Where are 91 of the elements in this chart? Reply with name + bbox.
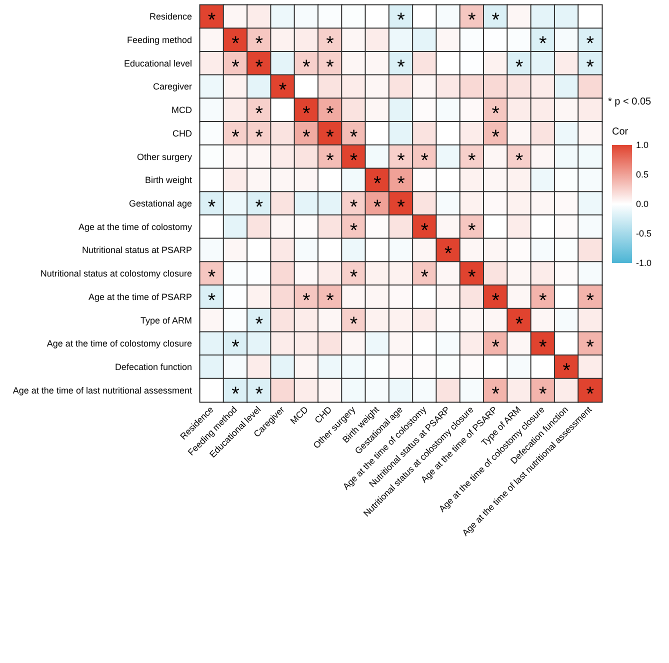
data-label: * — [538, 383, 547, 406]
data-label: * — [232, 56, 240, 78]
color-bar-label: -0.5 — [636, 228, 652, 238]
data-label: * — [255, 313, 264, 336]
data-label: * — [492, 10, 500, 32]
data-label: * — [232, 383, 240, 406]
data-label: * — [468, 266, 476, 289]
data-label: * — [586, 56, 594, 78]
data-label: * — [492, 126, 500, 148]
data-label: * — [492, 383, 500, 406]
data-label: * — [326, 56, 334, 78]
color-bar-label: 0.0 — [636, 199, 649, 209]
data-label: * — [350, 220, 358, 242]
data-label: * — [208, 266, 216, 289]
data-label: * — [232, 33, 240, 56]
data-label: * — [468, 220, 476, 242]
data-label: * — [420, 266, 429, 289]
data-label: * — [326, 33, 334, 56]
y-tick-label: Age at the time of colostomy — [78, 222, 192, 232]
data-label: * — [373, 173, 382, 196]
data-label: * — [326, 126, 334, 148]
y-tick-label: Gestational age — [128, 198, 192, 208]
data-label: * — [255, 126, 264, 148]
color-bar-label: 1.0 — [636, 140, 649, 150]
data-label: * — [468, 150, 476, 172]
data-label: * — [468, 10, 476, 32]
y-tick-label: Birth weight — [144, 175, 192, 186]
data-label: * — [397, 56, 406, 78]
data-label: * — [208, 196, 216, 218]
y-tick-label: MCD — [172, 105, 192, 116]
y-tick-label: Defecation function — [114, 362, 192, 372]
data-label: * — [326, 103, 334, 126]
y-tick-label: Feeding method — [126, 35, 192, 46]
data-label: * — [538, 336, 547, 359]
color-bar-label: 0.5 — [636, 170, 649, 180]
y-tick-label: Age at the time of last nutritional assessment — [12, 385, 192, 396]
data-label: * — [302, 126, 311, 148]
data-label: * — [538, 33, 547, 56]
data-label: * — [350, 313, 358, 336]
data-label: * — [255, 56, 264, 78]
data-label: * — [538, 290, 547, 312]
color-bar-title: Cor — [612, 126, 629, 138]
data-label: * — [562, 360, 571, 382]
data-label: * — [586, 33, 594, 56]
data-label: * — [515, 150, 524, 172]
data-label: * — [373, 196, 382, 218]
data-label: * — [326, 290, 334, 312]
data-label: * — [255, 33, 264, 56]
data-label: * — [350, 126, 358, 148]
y-tick-label: CHD — [172, 128, 192, 138]
data-label: * — [326, 150, 334, 172]
data-label: * — [255, 383, 264, 406]
data-label: * — [586, 383, 594, 406]
data-label: * — [397, 10, 406, 32]
y-tick-label: Age at the time of PSARP — [88, 292, 192, 302]
y-tick-label: Nutritional status at PSARP — [82, 245, 192, 256]
y-tick-label: Educational level — [124, 58, 192, 68]
data-label: * — [420, 220, 429, 242]
data-label: * — [232, 126, 240, 148]
y-tick-label: Residence — [149, 12, 192, 22]
data-label: * — [255, 103, 264, 126]
y-tick-label: Age at the time of colostomy closure — [46, 338, 192, 349]
y-tick-label: Type of ARM — [140, 315, 192, 326]
data-label: * — [492, 336, 500, 359]
data-label: * — [492, 290, 500, 312]
data-label: * — [397, 173, 406, 196]
data-label: * — [586, 290, 594, 312]
data-label: * — [586, 336, 594, 359]
data-label: * — [302, 103, 311, 126]
data-label: * — [397, 196, 406, 218]
data-label: * — [350, 266, 358, 289]
data-label: * — [302, 56, 311, 78]
data-label: * — [278, 80, 287, 102]
color-bar-label: -1.0 — [636, 258, 652, 268]
data-label: * — [302, 290, 311, 312]
data-label: * — [515, 56, 524, 78]
data-label: * — [492, 103, 500, 126]
y-tick-label: Nutritional status at colostomy closure — [40, 268, 192, 279]
data-label: * — [397, 150, 406, 172]
text: * p < 0.05 — [608, 96, 652, 108]
data-label: * — [208, 10, 216, 32]
data-label: * — [444, 243, 452, 266]
data-label: * — [208, 290, 216, 312]
data-label: * — [350, 196, 358, 218]
data-label: * — [255, 196, 264, 218]
data-label: * — [515, 313, 524, 336]
data-label: * — [420, 150, 429, 172]
y-tick-label: Caregiver — [152, 82, 192, 92]
data-label: * — [232, 336, 240, 359]
data-label: * — [350, 150, 358, 172]
y-tick-label: Other surgery — [136, 152, 192, 162]
